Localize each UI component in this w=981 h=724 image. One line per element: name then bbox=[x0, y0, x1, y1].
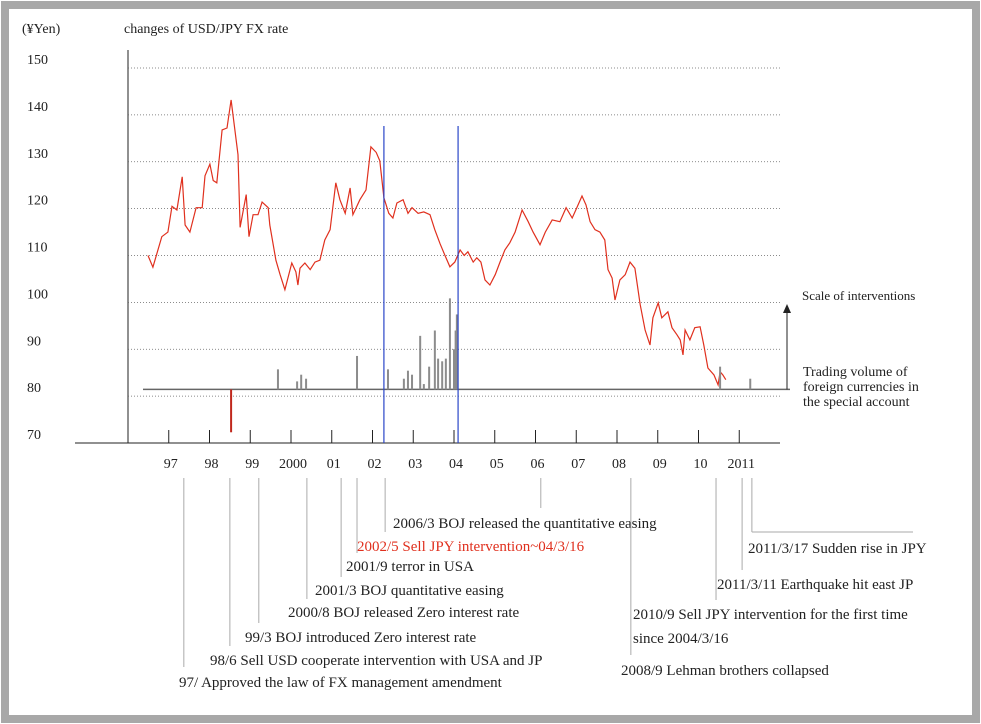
chart-title: changes of USD/JPY FX rate bbox=[124, 22, 288, 37]
intervention-bar bbox=[428, 366, 431, 390]
intervention-bar bbox=[749, 378, 752, 390]
intervention-bar bbox=[296, 381, 299, 390]
annotation: 2010/9 Sell JPY intervention for the fir… bbox=[633, 607, 908, 623]
annotation: 2001/3 BOJ quantitative easing bbox=[315, 583, 504, 599]
x-tick-label: 08 bbox=[612, 457, 626, 472]
intervention-bar bbox=[719, 366, 722, 390]
intervention-bar bbox=[305, 378, 308, 390]
annotation: 2001/9 terror in USA bbox=[346, 559, 474, 575]
intervention-bar bbox=[386, 369, 389, 390]
y-tick-label: 70 bbox=[27, 428, 41, 443]
intervention-bar bbox=[448, 298, 451, 390]
volume-label: foreign currencies in bbox=[803, 380, 919, 395]
y-tick-label: 130 bbox=[27, 147, 48, 162]
x-tick-label: 03 bbox=[408, 457, 422, 472]
scale-arrow-head bbox=[783, 304, 791, 313]
y-tick-label: 120 bbox=[27, 194, 48, 209]
annotation: 2008/9 Lehman brothers collapsed bbox=[621, 663, 829, 679]
annotation: 99/3 BOJ introduced Zero interest rate bbox=[245, 630, 477, 646]
intervention-bar bbox=[411, 374, 414, 390]
annotation: 2002/5 Sell JPY intervention~04/3/16 bbox=[357, 539, 585, 555]
x-tick-label: 2011 bbox=[728, 457, 755, 472]
intervention-bar bbox=[419, 335, 422, 390]
intervention-bar bbox=[454, 330, 457, 390]
intervention-bar bbox=[230, 389, 233, 433]
annotation: 2006/3 BOJ released the quantitative eas… bbox=[393, 516, 657, 532]
y-tick-label: 90 bbox=[27, 334, 41, 349]
y-tick-label: 100 bbox=[27, 287, 48, 302]
y-tick-label: 80 bbox=[27, 381, 41, 396]
x-tick-label: 09 bbox=[653, 457, 667, 472]
x-tick-label: 04 bbox=[449, 457, 463, 472]
annotation: 2000/8 BOJ released Zero interest rate bbox=[288, 605, 520, 621]
x-tick-label: 10 bbox=[694, 457, 708, 472]
annotation: 2011/3/17 Sudden rise in JPY bbox=[748, 541, 927, 557]
y-tick-label: 110 bbox=[27, 241, 47, 256]
annotation: 97/ Approved the law of FX management am… bbox=[179, 675, 503, 691]
intervention-bar bbox=[441, 361, 444, 390]
intervention-bar bbox=[453, 349, 455, 390]
intervention-bar bbox=[433, 330, 436, 390]
x-tick-label: 07 bbox=[571, 457, 585, 472]
volume-label: the special account bbox=[803, 395, 910, 410]
fx-line bbox=[147, 99, 727, 388]
intervention-bar bbox=[455, 314, 458, 390]
x-tick-label: 05 bbox=[490, 457, 504, 472]
y-axis-label: (¥Yen) bbox=[22, 22, 61, 37]
y-tick-label: 150 bbox=[27, 53, 48, 68]
intervention-bar bbox=[300, 374, 303, 390]
intervention-bar bbox=[276, 369, 279, 390]
y-tick-label: 140 bbox=[27, 100, 48, 115]
annotation: 2011/3/11 Earthquake hit east JP bbox=[717, 577, 913, 593]
intervention-bar bbox=[356, 355, 359, 390]
intervention-bar bbox=[444, 358, 447, 390]
annotation: 98/6 Sell USD cooperate intervention wit… bbox=[210, 653, 542, 669]
x-tick-label: 01 bbox=[327, 457, 341, 472]
x-tick-label: 2000 bbox=[279, 457, 307, 472]
scale-label: Scale of interventions bbox=[802, 288, 915, 303]
intervention-bar bbox=[437, 358, 440, 390]
intervention-bar bbox=[402, 378, 405, 390]
x-tick-label: 98 bbox=[205, 457, 219, 472]
x-tick-label: 99 bbox=[245, 457, 259, 472]
x-tick-label: 97 bbox=[164, 457, 178, 472]
volume-label: Trading volume of bbox=[803, 365, 908, 380]
x-tick-label: 02 bbox=[368, 457, 382, 472]
annotation: since 2004/3/16 bbox=[633, 631, 729, 647]
x-tick-label: 06 bbox=[531, 457, 545, 472]
intervention-bar bbox=[406, 370, 409, 390]
intervention-bar bbox=[422, 384, 425, 390]
